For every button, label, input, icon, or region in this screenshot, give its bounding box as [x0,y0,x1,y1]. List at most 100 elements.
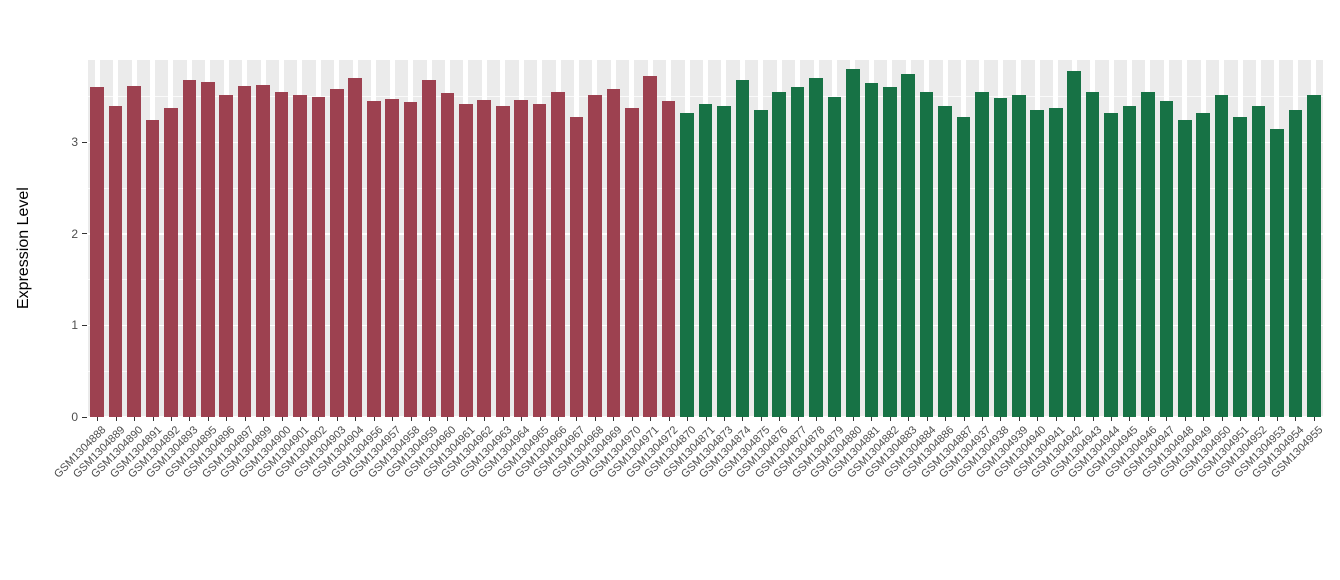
x-tick-mark [502,417,504,421]
bar [772,92,787,417]
plot-panel [88,60,1323,417]
bar [1288,110,1303,417]
x-tick-mark [871,417,873,421]
x-tick-mark [244,417,246,421]
x-tick-mark [1111,417,1113,421]
x-tick-mark [281,417,283,421]
x-tick-mark [1092,417,1094,421]
x-tick-mark [1147,417,1149,421]
x-tick-mark [170,417,172,421]
bar [827,96,842,417]
x-tick-mark [429,417,430,421]
x-tick-mark [981,417,983,421]
x-tick-mark [189,417,191,421]
x-tick-mark [797,417,799,421]
bar [975,92,989,417]
bar [440,92,455,417]
bar [551,92,565,417]
x-tick-mark [668,417,670,421]
bar [127,85,141,417]
bar [274,92,289,417]
bar [1233,116,1247,417]
y-axis-title: Expression Level [15,187,32,309]
bar [108,105,123,417]
bar [1104,113,1118,417]
bar [459,103,473,417]
bar [790,87,805,417]
bar [1306,94,1321,417]
x-tick-mark [1166,417,1168,421]
bar [348,78,363,417]
x-tick-mark [355,417,357,421]
x-tick-mark [594,417,596,421]
y-tick-mark [82,233,87,235]
bar [661,101,676,417]
x-tick-mark [945,417,947,421]
x-tick-mark [465,417,467,421]
y-tick-mark [82,141,87,143]
bar [735,80,750,417]
x-tick-mark [1221,417,1223,421]
x-tick-mark [392,417,394,421]
bar [1141,92,1155,417]
bar [366,101,381,417]
x-tick-mark [263,417,265,421]
x-tick-mark [410,417,412,421]
bar [422,80,436,417]
bar [883,87,897,417]
bar [477,100,492,417]
bar [1159,101,1174,417]
bar [164,107,178,417]
y-tick-mark [82,416,87,418]
bar [90,87,105,417]
bar [993,98,1008,417]
x-tick-mark [779,417,781,421]
x-tick-mark [1074,417,1076,421]
bar [698,103,713,417]
x-tick-mark [336,417,338,421]
y-tick-label: 2 [71,226,78,241]
bar [624,107,639,417]
bar [1177,119,1192,417]
x-tick-mark [1018,417,1020,421]
x-tick-mark [447,417,449,421]
y-tick-label: 1 [71,318,78,333]
x-tick-mark [1313,417,1315,421]
bar [753,110,768,417]
x-tick-mark [834,417,836,421]
x-tick-mark [115,417,117,421]
x-tick-mark [908,417,910,421]
bar [606,89,621,417]
x-tick-mark [760,417,762,421]
bar [311,96,326,417]
x-tick-mark [299,417,301,421]
x-tick-mark [576,417,578,421]
bar [256,84,270,417]
x-tick-mark [742,417,744,421]
bar [1270,128,1284,417]
bar [956,116,971,417]
y-tick-label: 3 [71,135,78,150]
x-tick-mark [1258,417,1260,421]
bar [1122,105,1137,417]
bar [588,94,602,417]
x-tick-mark [558,417,560,421]
x-tick-mark [1295,417,1297,421]
bar [864,82,879,417]
x-tick-mark [318,417,320,421]
x-tick-mark [207,417,209,421]
x-tick-mark [723,417,725,421]
x-tick-mark [1276,417,1278,421]
bar [293,94,307,417]
bar [1048,107,1063,417]
bar [1012,94,1026,417]
bar [182,80,197,417]
bar [569,116,584,417]
bar [919,92,934,417]
bar [385,99,399,417]
bar [901,73,916,417]
bar [1196,113,1210,417]
x-tick-mark [373,417,375,421]
x-tick-mark [889,417,891,421]
